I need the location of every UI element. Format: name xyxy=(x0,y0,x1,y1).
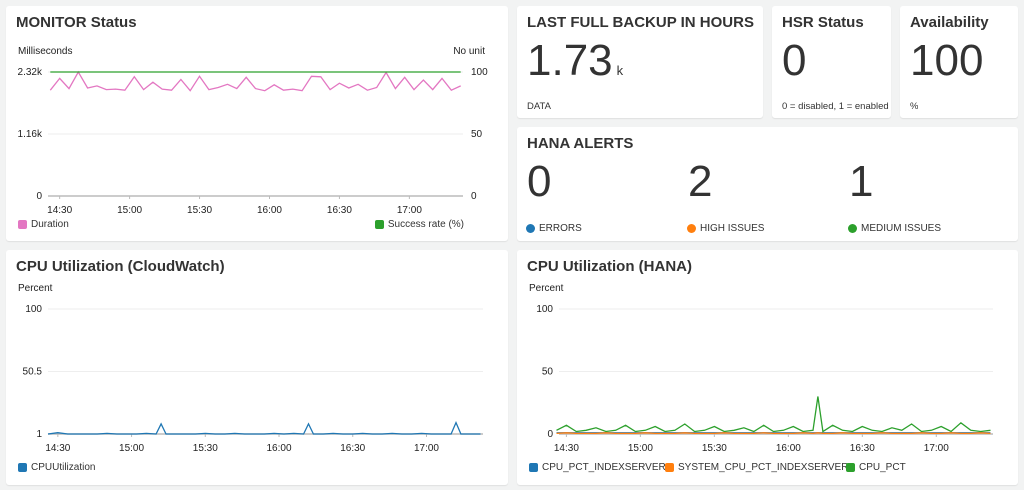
legend-dot xyxy=(687,224,696,233)
panel-title: MONITOR Status xyxy=(16,14,137,31)
y2-tick-label: 50 xyxy=(471,129,483,140)
alert-legend: ERRORS xyxy=(526,223,582,234)
last-full-backup-panel: LAST FULL BACKUP IN HOURS 1.73 k DATA xyxy=(517,6,763,118)
y-tick-label: 100 xyxy=(536,304,553,315)
alert-count: 2 xyxy=(688,157,713,206)
panel-title: CPU Utilization (CloudWatch) xyxy=(16,258,225,275)
legend-label: SYSTEM_CPU_PCT_INDEXSERVER xyxy=(678,462,849,473)
legend-success-rate[interactable]: Success rate (%) xyxy=(374,219,464,230)
panel-title: HANA ALERTS xyxy=(527,135,634,152)
legend-label: ERRORS xyxy=(539,223,582,234)
y2-tick-label: 0 xyxy=(471,191,477,202)
legend-duration[interactable]: Duration xyxy=(18,219,69,230)
series-line-duration xyxy=(49,70,461,92)
legend-cpuutilization[interactable]: CPUUtilization xyxy=(18,462,95,473)
alert-legend: HIGH ISSUES xyxy=(687,223,764,234)
y2-axis-unit: No unit xyxy=(453,46,485,57)
legend-label: CPU_PCT xyxy=(859,462,906,473)
y-tick-label: 2.32k xyxy=(18,67,43,78)
x-tick-label: 15:00 xyxy=(119,443,144,454)
y-tick-label: 0 xyxy=(36,191,42,202)
legend-swatch xyxy=(18,220,27,229)
x-tick-label: 16:30 xyxy=(850,443,875,454)
x-tick-label: 17:00 xyxy=(397,205,422,216)
value-label: % xyxy=(910,101,919,112)
availability-panel: Availability 100 % xyxy=(900,6,1018,118)
backup-value: 1.73 k xyxy=(527,36,623,86)
x-tick-label: 17:00 xyxy=(414,443,439,454)
legend-dot xyxy=(526,224,535,233)
availability-value: 100 xyxy=(910,36,984,85)
x-tick-label: 17:00 xyxy=(924,443,949,454)
panel-title: HSR Status xyxy=(782,14,864,31)
alert-legend: MEDIUM ISSUES xyxy=(848,223,941,234)
legend-label: Success rate (%) xyxy=(387,219,464,230)
x-tick-label: 15:30 xyxy=(193,443,218,454)
monitor-status-panel: MONITOR Status Milliseconds No unit 0 1.16k… xyxy=(6,6,508,241)
alert-count: 0 xyxy=(527,157,552,206)
legend-swatch xyxy=(18,463,27,472)
series-line-cpu-pct xyxy=(556,396,991,433)
alert-count: 1 xyxy=(849,157,874,206)
x-tick-label: 16:30 xyxy=(327,205,352,216)
x-tick-label: 14:30 xyxy=(45,443,70,454)
panel-title: Availability xyxy=(910,14,989,31)
legend-swatch xyxy=(529,463,538,472)
value-unit: k xyxy=(616,63,624,78)
cpu-cloudwatch-chart: Percent 1 50.5 100 14:30 15:00 15:30 16:00 16:30… xyxy=(18,283,483,454)
x-tick-label: 15:00 xyxy=(117,205,142,216)
y-tick-label: 1 xyxy=(36,429,42,440)
legend-label: CPU_PCT_INDEXSERVER xyxy=(542,462,666,473)
panel-title: CPU Utilization (HANA) xyxy=(527,258,692,275)
x-tick-label: 14:30 xyxy=(47,205,72,216)
y-tick-label: 1.16k xyxy=(18,129,43,140)
legend-label: CPUUtilization xyxy=(31,462,96,473)
value: 1.73 xyxy=(527,36,613,85)
x-tick-label: 15:30 xyxy=(187,205,212,216)
y-axis-unit: Percent xyxy=(529,283,564,294)
legend-swatch xyxy=(846,463,855,472)
value-label: DATA xyxy=(527,101,551,112)
x-tick-label: 16:00 xyxy=(776,443,801,454)
hsr-value: 0 xyxy=(782,36,807,85)
legend-swatch xyxy=(665,463,674,472)
legend-dot xyxy=(848,224,857,233)
x-tick-label: 15:00 xyxy=(628,443,653,454)
y-axis-unit: Percent xyxy=(18,283,53,294)
legend-swatch xyxy=(374,220,384,229)
legend-label: HIGH ISSUES xyxy=(700,223,765,234)
panel-title: LAST FULL BACKUP IN HOURS xyxy=(527,14,754,31)
y-tick-label: 50 xyxy=(542,367,554,378)
legend-label: MEDIUM ISSUES xyxy=(861,223,942,234)
legend-label: Duration xyxy=(31,219,69,230)
legend-cpu-pct-indexserver[interactable]: CPU_PCT_INDEXSERVER xyxy=(529,462,666,473)
x-tick-label: 14:30 xyxy=(554,443,579,454)
cpu-hana-panel: CPU Utilization (HANA) Percent 0 50 100 14:3… xyxy=(517,250,1018,485)
y2-tick-label: 100 xyxy=(471,67,488,78)
cpu-hana-chart: Percent 0 50 100 14:30 15:00 15:30 16:00 16:30 17… xyxy=(529,283,993,454)
legend-cpu-pct[interactable]: CPU_PCT xyxy=(846,462,906,473)
value-label: 0 = disabled, 1 = enabled xyxy=(782,101,889,112)
x-tick-label: 16:00 xyxy=(257,205,282,216)
series-line-system-cpu-pct-indexserver xyxy=(556,432,991,435)
y-tick-label: 100 xyxy=(25,304,42,315)
x-tick-label: 16:30 xyxy=(340,443,365,454)
hana-alerts-panel: HANA ALERTS 0 ERRORS 2 HIGH ISSUES 1 MEDIU… xyxy=(517,127,1018,241)
monitor-status-chart: Milliseconds No unit 0 1.16k 2.32k 0 50 100 14:3… xyxy=(18,46,489,216)
x-tick-label: 16:00 xyxy=(267,443,292,454)
series-line-cpuutilization xyxy=(47,420,481,435)
legend-system-cpu-pct-indexserver[interactable]: SYSTEM_CPU_PCT_INDEXSERVER xyxy=(665,462,848,473)
y-axis-unit: Milliseconds xyxy=(18,46,72,57)
y-tick-label: 0 xyxy=(547,429,553,440)
y-tick-label: 50.5 xyxy=(23,367,43,378)
hsr-status-panel: HSR Status 0 0 = disabled, 1 = enabled xyxy=(772,6,891,118)
cpu-cloudwatch-panel: CPU Utilization (CloudWatch) Percent 1 50.… xyxy=(6,250,508,485)
x-tick-label: 15:30 xyxy=(702,443,727,454)
